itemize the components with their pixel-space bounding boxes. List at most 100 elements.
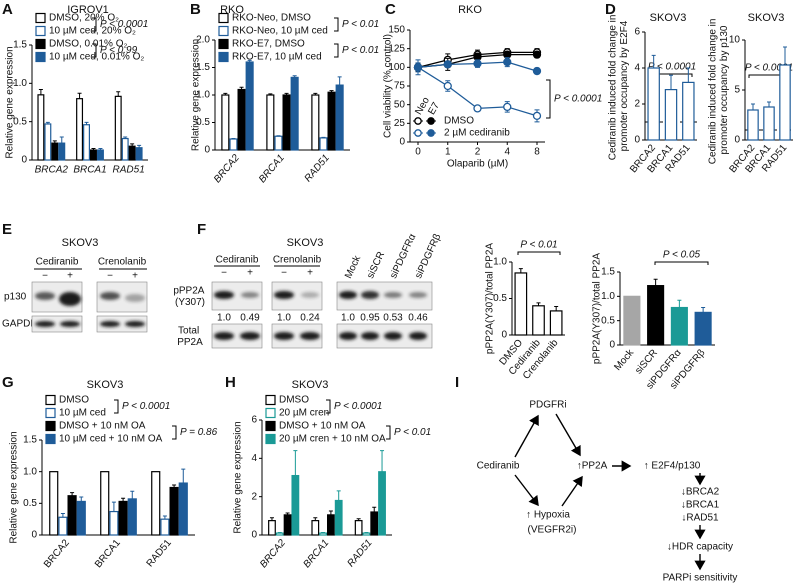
bracket [92,17,97,32]
sign: − [107,271,113,282]
error-bar [98,148,103,151]
error-bar [111,501,116,512]
error-bar [91,148,96,151]
quantification: 0.53 [383,313,403,324]
legend-label: 2 µM cediranib [444,128,510,139]
error-bar [59,136,64,144]
band [125,321,145,327]
blot-title: SKOV3 [62,237,99,249]
bar [109,510,119,536]
error-bar [329,90,334,93]
band [339,332,357,340]
row-label: pPP2A (Y307) [173,285,206,308]
error-bar [292,75,297,78]
annotation: P < 0.05 [663,250,701,261]
legend-label: DMSO + 10 nM OA [59,421,146,432]
blot-title: SKOV3 [287,237,324,249]
x-tick-label: RAD51 [113,165,145,176]
error-bar [137,144,142,148]
quantification: 1.0 [277,313,291,324]
bar [229,138,238,151]
y-axis-label: pPP2A(Y307)/total PP2A [592,253,603,365]
error-bar [364,532,369,534]
y-tick-label: 1.0 [601,291,615,302]
annotation: P < 0.0001 [334,401,382,412]
node: (VEGFR2i) [528,525,577,536]
bar [370,511,379,536]
error-bar [181,468,186,484]
x-tick-label: BRCA2 [258,537,288,570]
bracket [546,79,551,119]
bar [763,106,775,141]
bar [268,520,276,536]
text-line: promoter occupancy by E2F4 [618,20,629,151]
band [35,321,55,327]
bar [151,471,161,536]
error-bar [536,302,541,306]
error-bar [677,299,682,308]
x-tick-label: RAD51 [145,537,174,569]
legend-label: RKO-E7, DMSO [232,39,305,50]
treatment: Crenolanib [98,257,147,268]
sign: + [67,271,73,282]
bar [283,514,292,536]
error-bar [70,492,75,496]
y-tick-label: 2 [634,99,640,110]
legend-column: E7 [426,100,442,116]
legend-swatch [218,38,229,50]
bar [89,149,97,161]
bar [335,84,344,151]
lane-label: siSCR [365,250,387,280]
legend-label: DMSO [444,116,474,127]
y-axis-label: Cediranib induced fold change in promote… [707,16,730,164]
y-tick-label: 1.5 [13,40,27,51]
node: PARPi sensitivity [663,573,738,584]
row-label: p130 [4,292,27,303]
bracket [172,425,177,440]
bracket [114,399,119,414]
band [214,332,234,340]
node: ↓HDR capacity [667,542,733,553]
x-tick-label: BRCA1 [73,165,106,176]
bar [237,88,246,151]
error-bar [277,532,282,534]
y-axis-label: Relative gene expression [233,421,244,533]
y-tick-label: 50 [394,99,406,110]
band [59,292,81,306]
marker [443,81,452,91]
y-tick-label: 0.5 [23,498,37,509]
y-tick-label: 2 [251,491,257,502]
y-tick-label: 125 [388,43,405,54]
bar [58,516,68,536]
error-bar [130,143,135,147]
y-tick-label: 0 [609,340,615,351]
node: ↑ Hypoxia [526,510,570,521]
x-tick-label: BRCA1 [301,538,331,571]
error-bar [121,497,126,502]
x-tick-label: 8 [534,147,540,158]
bar [49,471,59,536]
error-bar [116,91,121,97]
band [384,292,402,298]
error-bar [52,140,57,144]
y-tick-label: 6 [634,27,640,38]
bar [76,98,84,161]
node: ↓RAD51 [681,513,719,524]
legend-label: DMSO [279,395,309,406]
bracket [334,43,339,58]
error-bar [239,86,244,90]
x-tick-label: 4 [504,147,510,158]
legend-swatch [218,12,229,24]
legend-swatch [218,25,229,37]
panel-label: I [455,374,459,391]
error-bar [751,103,755,110]
y-tick-label: 1.0 [493,257,507,268]
error-bar [328,510,333,515]
bar [67,495,77,536]
marker [532,111,542,121]
bar [682,81,695,141]
band [241,292,259,298]
text-line: promoter occupancy by p130 [718,25,729,154]
error-bar [337,76,342,86]
